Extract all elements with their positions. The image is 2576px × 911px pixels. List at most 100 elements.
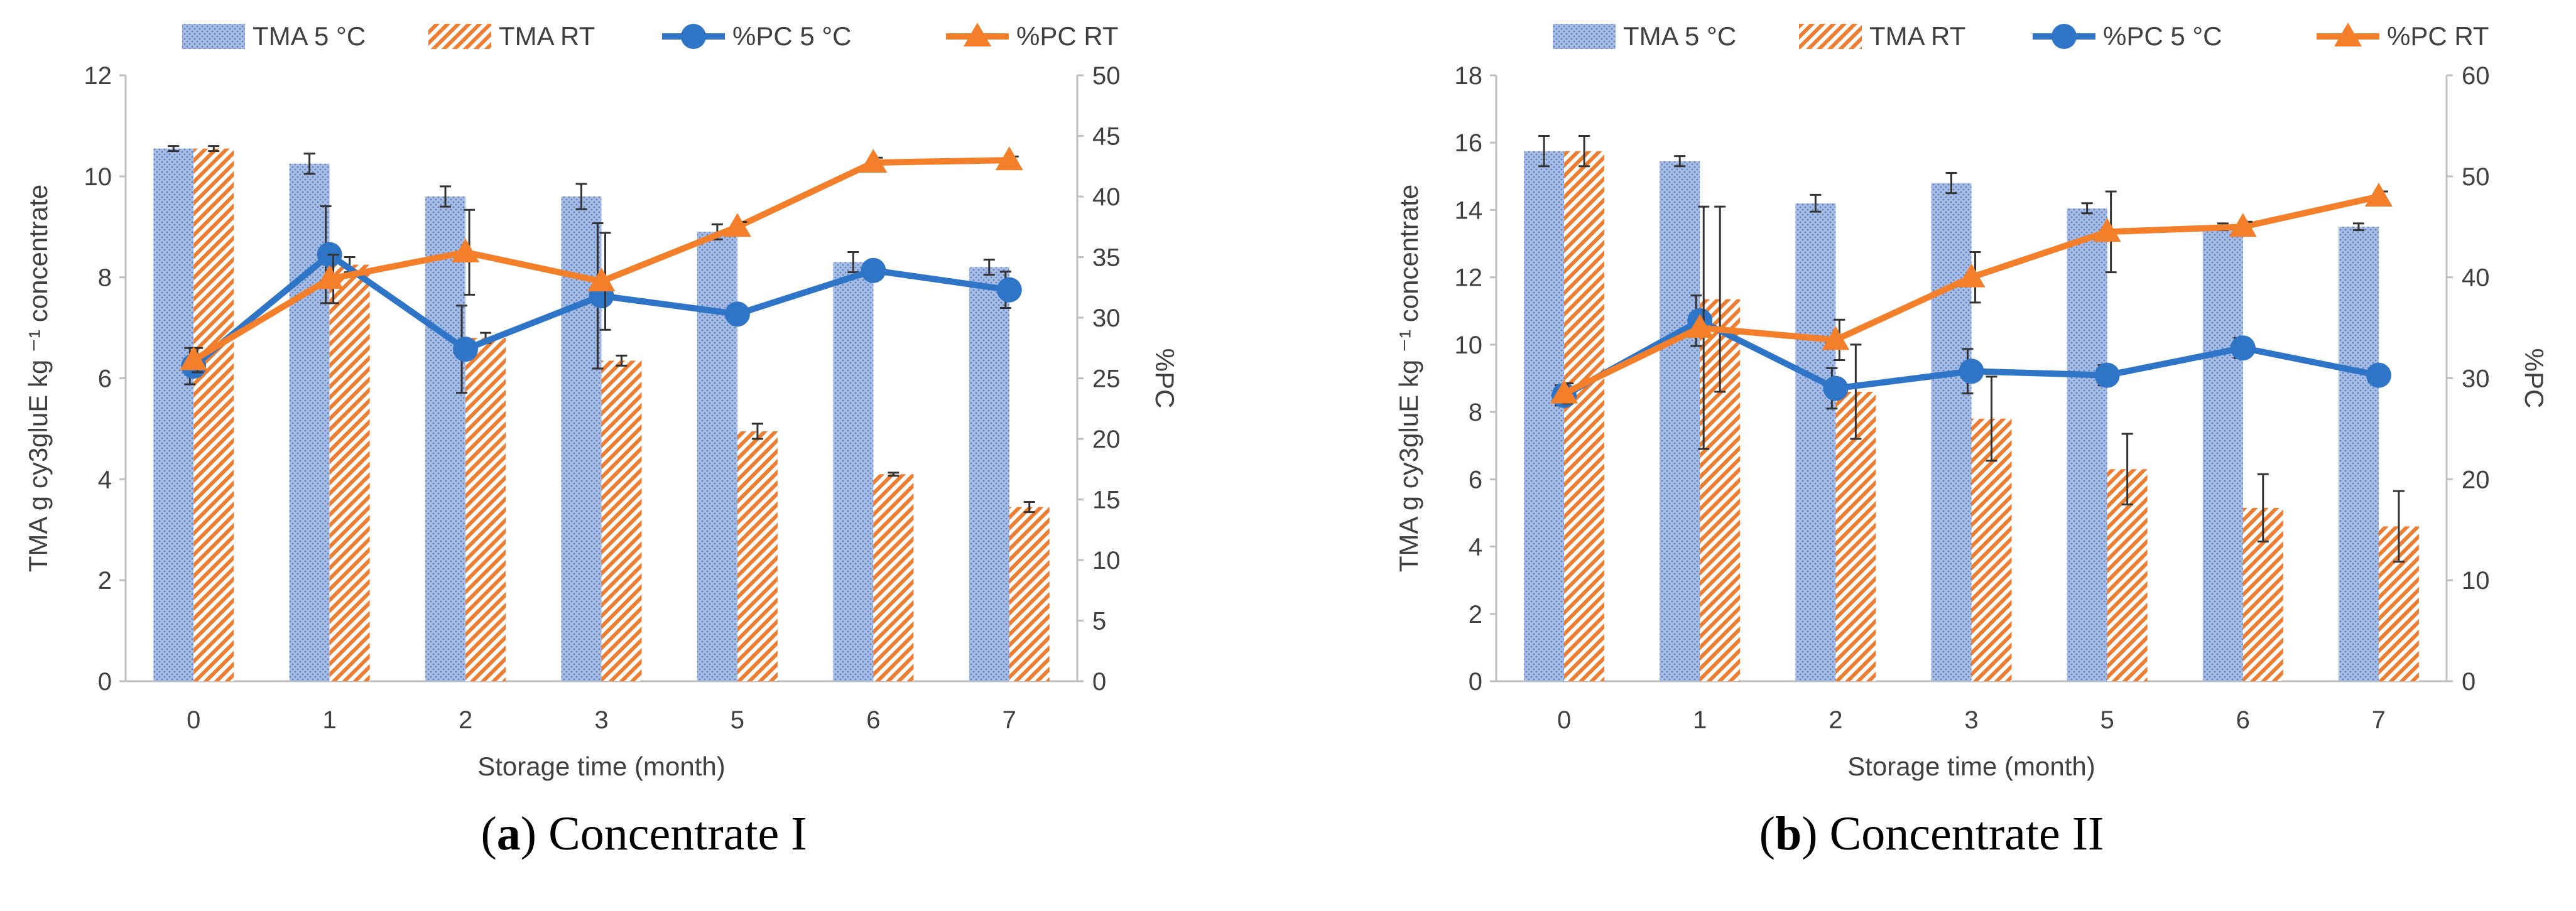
bar-tma-5c [833,262,874,682]
bar-tma-rt [465,338,506,681]
bar-tma-5c [1795,203,1836,681]
x-tick-label: 6 [866,706,880,734]
x-tick-label: 2 [1829,706,1842,734]
y-tick-label: 2 [1469,601,1482,628]
y-tick-label: 16 [1455,129,1483,157]
x-tick-label: 5 [731,706,744,734]
y2-tick-label: 0 [1092,668,1106,696]
x-axis-label: Storage time (month) [1847,752,2095,781]
x-tick-label: 5 [2100,706,2114,734]
bar-tma-5c [969,267,1009,681]
point-pc-rt [2364,183,2393,207]
y2-tick-label: 40 [1092,183,1121,211]
bar-tma-rt [1564,151,1605,681]
x-tick-label: 0 [1557,706,1571,734]
caption-a-letter: a [496,807,521,860]
legend-label: %PC RT [2387,21,2489,51]
point-pc-5c [453,337,479,362]
y-tick-label: 8 [1469,399,1482,426]
bar-tma-5c [1660,161,1700,681]
legend-marker-pc-5c [2052,24,2077,49]
y-tick-label: 4 [1469,534,1482,561]
point-pc-rt [1686,314,1714,338]
x-tick-label: 3 [1964,706,1978,734]
point-pc-rt [1550,379,1579,404]
caption-a: (a) Concentrate I [481,807,807,860]
legend-label: TMA 5 °C [253,21,366,51]
legend-swatch-tma-rt [428,24,491,49]
y-tick-label: 0 [1469,668,1482,696]
legend-b: TMA 5 °C TMA RT %PC 5 °C %PC RT [1553,21,2489,51]
bar-tma-5c [153,148,194,681]
caption-b-letter: b [1774,807,1802,860]
y2-tick-label: 20 [1092,426,1121,453]
legend-label: %PC 5 °C [732,21,852,51]
legend-marker-pc-rt [964,23,991,46]
y2-tick-label: 15 [1092,487,1121,514]
y2-axis-label: %PC [1150,348,1180,409]
y-tick-label: 6 [98,365,112,393]
y2-tick-label: 35 [1092,244,1121,272]
point-pc-5c [1823,375,1849,401]
point-pc-5c [724,301,750,327]
legend-swatch-tma-rt [1799,24,1862,49]
point-pc-rt [315,265,344,289]
y-tick-label: 14 [1455,197,1483,224]
bar-tma-rt [193,148,234,681]
y2-tick-label: 10 [1092,547,1121,574]
y-axis-label: TMA g cy3gluE kg ⁻¹ concentrate [1394,185,1423,572]
y-tick-label: 8 [98,264,112,292]
point-pc-5c [861,257,886,283]
bar-tma-5c [1931,183,1972,681]
bar-tma-5c [425,197,466,681]
y-axis-label: TMA g cy3gluE kg ⁻¹ concentrate [23,185,53,572]
y2-axis-label: %PC [2519,348,2549,409]
y2-tick-label: 40 [2462,264,2490,292]
point-pc-5c [1959,358,1984,384]
point-pc-rt [1822,326,1850,350]
x-tick-label: 2 [459,706,472,734]
bar-tma-rt [1971,418,2012,681]
point-pc-5c [2230,335,2256,361]
point-pc-5c [996,277,1022,303]
x-tick-label: 1 [1693,706,1707,734]
point-pc-rt [723,213,751,237]
y2-tick-label: 25 [1092,365,1121,393]
legend-label: TMA RT [1869,21,1965,51]
x-tick-label: 7 [2372,706,2386,734]
y2-tick-label: 50 [1092,62,1121,90]
legend-a: TMA 5 °C TMA RT %PC 5 °C %PC RT [182,21,1119,51]
y2-tick-label: 50 [2462,163,2490,191]
y2-tick-label: 30 [1092,305,1121,332]
bar-tma-5c [289,163,330,682]
y2-tick-label: 10 [2462,567,2490,595]
bar-tma-rt [329,264,370,681]
y-tick-label: 2 [98,567,112,595]
bar-tma-rt [873,474,914,681]
legend-label: %PC RT [1016,21,1119,51]
y2-tick-label: 20 [2462,466,2490,493]
x-tick-label: 6 [2236,706,2250,734]
y-tick-label: 0 [98,668,112,696]
point-pc-rt [2093,218,2121,242]
legend-label: TMA 5 °C [1623,21,1736,51]
legend-marker-pc-rt [2334,23,2362,46]
point-pc-rt [180,346,208,370]
legend-swatch-tma-5c [182,24,245,49]
y2-tick-label: 45 [1092,123,1121,151]
x-tick-label: 7 [1003,706,1016,734]
legend-swatch-tma-5c [1553,24,1616,49]
point-pc-rt [1957,263,1986,288]
bar-tma-rt [1009,507,1050,681]
x-axis-label: Storage time (month) [477,752,726,781]
point-pc-rt [452,238,480,262]
bar-tma-5c [697,232,737,682]
y-tick-label: 12 [1455,264,1483,292]
y2-tick-label: 0 [2462,668,2475,696]
caption-a-text: Concentrate I [536,807,807,860]
point-pc-rt [859,148,888,173]
y-tick-label: 6 [1469,466,1482,493]
bar-tma-5c [2202,227,2243,681]
